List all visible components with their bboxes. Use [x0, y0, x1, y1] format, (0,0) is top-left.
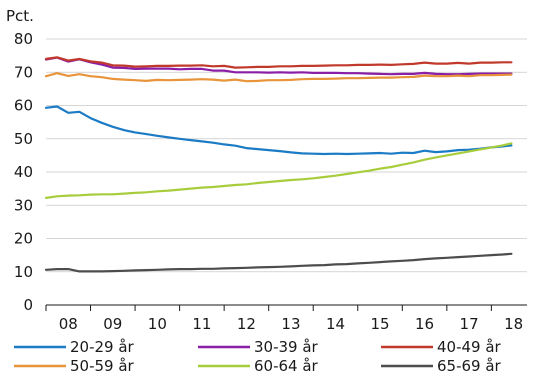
x-tick-label: 09	[103, 315, 122, 333]
series-line-50-59	[44, 72, 513, 83]
legend-label: 50-59 år	[70, 357, 135, 375]
series-line-20-29	[44, 105, 513, 156]
y-tick-label: 10	[14, 263, 33, 281]
x-tick-label: 17	[460, 315, 479, 333]
legend-label: 20-29 år	[70, 338, 135, 356]
series-lines	[44, 56, 513, 273]
y-tick-label: 80	[14, 30, 33, 48]
legend: 20-29 år 30-39 år 40-49 år 50-59 år 60-64 år…	[14, 338, 502, 375]
series-line-65-69	[44, 252, 513, 273]
legend-label: 65-69 år	[437, 357, 502, 375]
x-tick-label: 10	[148, 315, 167, 333]
x-tick-label: 12	[237, 315, 256, 333]
y-tick-label: 50	[14, 130, 33, 148]
legend-item: 30-39 år	[198, 338, 319, 356]
y-tick-label: 30	[14, 196, 33, 214]
x-tick-label: 18	[504, 315, 523, 333]
x-tick-label: 15	[370, 315, 389, 333]
x-tick-label: 11	[192, 315, 211, 333]
x-axis: 08 09 10 11 12 13 14 15 16 17 18	[45, 304, 527, 333]
legend-item: 60-64 år	[198, 357, 319, 375]
y-tick-label: 20	[14, 230, 33, 248]
legend-label: 40-49 år	[437, 338, 502, 356]
legend-item: 65-69 år	[381, 357, 502, 375]
x-tick-label: 08	[59, 315, 78, 333]
series-line-60-64	[44, 142, 513, 199]
legend-item: 40-49 år	[381, 338, 502, 356]
legend-label: 60-64 år	[254, 357, 319, 375]
legend-item: 50-59 år	[14, 357, 135, 375]
y-tick-label: 60	[14, 97, 33, 115]
y-tick-label: 70	[14, 63, 33, 81]
legend-item: 20-29 år	[14, 338, 135, 356]
y-tick-label: 0	[23, 296, 33, 314]
gridlines	[46, 38, 527, 273]
x-tick-label: 14	[326, 315, 345, 333]
y-tick-label: 40	[14, 163, 33, 181]
series-line-40-49	[44, 56, 513, 69]
legend-label: 30-39 år	[254, 338, 319, 356]
y-axis-ticks: 0 10 20 30 40 50 60 70 80	[14, 30, 33, 314]
x-tick-label: 13	[281, 315, 300, 333]
y-axis-unit-label: Pct.	[6, 7, 34, 25]
x-tick-label: 16	[415, 315, 434, 333]
series-line-30-39	[44, 56, 513, 76]
